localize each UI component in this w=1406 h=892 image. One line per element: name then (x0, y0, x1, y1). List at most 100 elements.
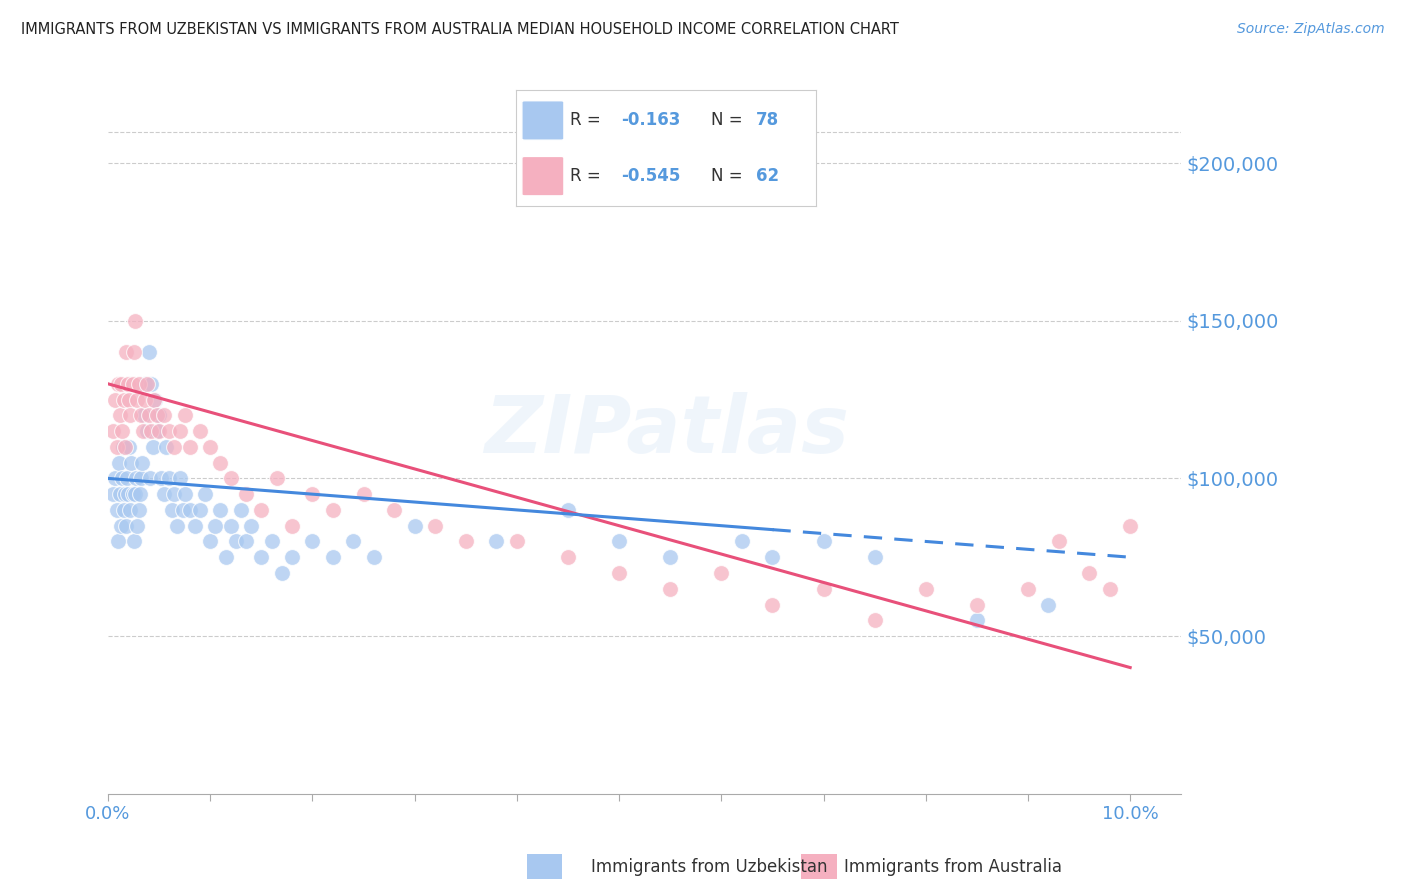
Point (342, 534, 364, 549)
Point (122, 345, 145, 359)
Point (143, 392, 166, 407)
Point (107, 534, 129, 549)
Point (139, 424, 162, 438)
Point (240, 518, 263, 533)
Point (194, 487, 217, 501)
Point (250, 503, 273, 517)
Point (111, 471, 134, 485)
Point (235, 534, 257, 549)
Point (219, 518, 242, 533)
Point (659, 550, 682, 565)
Point (1098, 582, 1121, 596)
Point (105, 503, 128, 517)
Text: Source: ZipAtlas.com: Source: ZipAtlas.com (1237, 22, 1385, 37)
Point (114, 487, 136, 501)
Point (169, 424, 191, 438)
Point (110, 487, 132, 501)
Point (731, 534, 754, 549)
Point (162, 503, 184, 517)
Point (710, 566, 733, 580)
Point (219, 471, 242, 485)
Point (135, 376, 157, 391)
Point (107, 376, 129, 391)
Point (124, 487, 146, 501)
Point (179, 503, 201, 517)
Point (172, 503, 194, 517)
Point (112, 503, 135, 517)
Point (163, 487, 186, 501)
Point (761, 598, 783, 612)
Point (659, 582, 682, 596)
Point (229, 503, 252, 517)
Point (143, 392, 166, 407)
Point (404, 518, 426, 533)
Point (104, 392, 127, 407)
Point (235, 487, 257, 501)
Point (146, 424, 169, 438)
Point (120, 503, 142, 517)
Point (138, 345, 160, 359)
Point (204, 518, 226, 533)
Point (110, 376, 132, 391)
Point (322, 503, 344, 517)
Point (423, 518, 446, 533)
Point (129, 471, 152, 485)
Point (863, 613, 886, 627)
Point (117, 376, 139, 391)
Point (761, 550, 783, 565)
Point (1119, 518, 1142, 533)
Point (112, 440, 135, 454)
Text: IMMIGRANTS FROM UZBEKISTAN VS IMMIGRANTS FROM AUSTRALIA MEDIAN HOUSEHOLD INCOME : IMMIGRANTS FROM UZBEKISTAN VS IMMIGRANTS… (21, 22, 898, 37)
Point (112, 392, 135, 407)
Point (200, 534, 222, 549)
Point (125, 518, 148, 533)
Point (132, 409, 155, 423)
Text: Immigrants from Uzbekistan: Immigrants from Uzbekistan (591, 858, 827, 876)
Point (281, 550, 304, 565)
Point (124, 314, 146, 328)
Point (173, 409, 195, 423)
Point (209, 456, 232, 470)
Point (125, 392, 148, 407)
Point (250, 550, 273, 565)
Point (607, 566, 630, 580)
Point (128, 503, 150, 517)
Point (485, 534, 508, 549)
Point (270, 566, 292, 580)
Point (128, 487, 150, 501)
Point (863, 550, 886, 565)
Point (363, 550, 385, 565)
Point (153, 409, 176, 423)
Point (157, 471, 180, 485)
Point (179, 440, 201, 454)
Point (148, 424, 170, 438)
Point (148, 409, 170, 423)
Point (260, 534, 283, 549)
Point (1078, 566, 1101, 580)
Point (506, 534, 529, 549)
Point (139, 376, 162, 391)
Point (138, 409, 160, 423)
Point (142, 440, 165, 454)
Point (110, 518, 132, 533)
Point (108, 456, 131, 470)
Point (115, 345, 138, 359)
Point (557, 550, 579, 565)
Point (134, 392, 156, 407)
Point (1038, 598, 1060, 612)
Point (209, 503, 232, 517)
Point (118, 440, 141, 454)
Point (1047, 534, 1070, 549)
Point (111, 424, 134, 438)
Point (115, 518, 138, 533)
Point (1017, 582, 1039, 596)
Point (131, 456, 153, 470)
Point (353, 487, 375, 501)
Point (118, 392, 141, 407)
Point (454, 534, 477, 549)
Point (266, 471, 288, 485)
Point (146, 409, 169, 423)
Point (121, 456, 143, 470)
Point (914, 582, 936, 596)
Point (114, 440, 136, 454)
